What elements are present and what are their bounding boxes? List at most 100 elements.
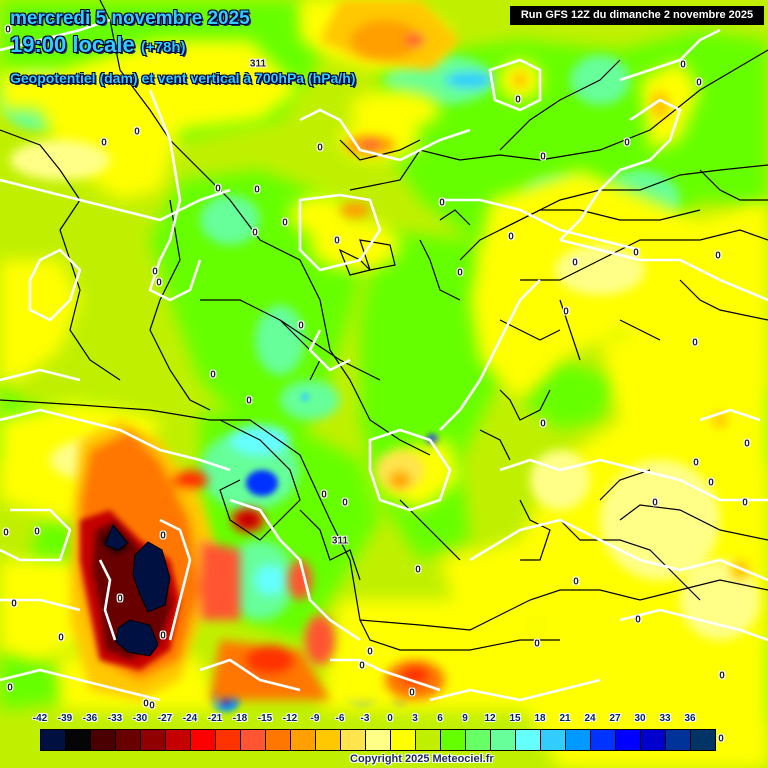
zero-contour-label: 0 bbox=[58, 632, 64, 644]
colorbar-tick-label: 36 bbox=[684, 713, 696, 724]
variable-title: Geopotentiel (dam) et vent vertical à 70… bbox=[10, 70, 356, 86]
zero-contour-label: 0 bbox=[635, 614, 641, 626]
colorbar-tick-label: -36 bbox=[82, 713, 98, 724]
colorbar-swatch bbox=[416, 730, 441, 750]
colorbar-tick-label: 6 bbox=[437, 713, 443, 724]
colorbar-swatch bbox=[391, 730, 416, 750]
colorbar-labels: -42 -39 -36 -33 -30 -27 -24 -21 -18 -15 -12 -9 -6 -3 0… bbox=[33, 713, 740, 727]
colorbar-swatch bbox=[91, 730, 116, 750]
zero-contour-label: 0 bbox=[572, 257, 578, 269]
colorbar-trailing-label: 0 bbox=[718, 733, 724, 745]
colorbar-swatch bbox=[366, 730, 391, 750]
colorbar-swatch bbox=[641, 730, 666, 750]
zero-contour-label: 0 bbox=[298, 320, 304, 332]
colorbar-swatch bbox=[166, 730, 191, 750]
zero-contour-label: 0 bbox=[210, 369, 216, 381]
colorbar-swatch bbox=[316, 730, 341, 750]
zero-contour-label: 0 bbox=[3, 527, 9, 539]
colorbar-swatch bbox=[41, 730, 66, 750]
copyright-text: Copyright 2025 Meteociel.fr bbox=[350, 753, 494, 765]
zero-contour-label: 0 bbox=[708, 477, 714, 489]
colorbar-swatch bbox=[541, 730, 566, 750]
colorbar-swatch bbox=[191, 730, 216, 750]
colorbar-tick-label: 30 bbox=[634, 713, 646, 724]
colorbar-tick-label: -30 bbox=[132, 713, 148, 724]
colorbar-swatch bbox=[341, 730, 366, 750]
zero-contour-label: 0 bbox=[11, 598, 17, 610]
zero-contour-label: 0 bbox=[624, 137, 630, 149]
zero-contour-label: 0 bbox=[246, 395, 252, 407]
zero-contour-label: 0 bbox=[321, 489, 327, 501]
colorbar-tick-label: -21 bbox=[207, 713, 223, 724]
field-navy-cores bbox=[104, 524, 171, 657]
colorbar-tick-label: -6 bbox=[335, 713, 345, 724]
zero-contour-label: 0 bbox=[692, 337, 698, 349]
zero-contour-label: 0 bbox=[160, 630, 166, 642]
zero-contour-label: 0 bbox=[367, 646, 373, 658]
zero-contour-label: 0 bbox=[317, 142, 323, 154]
colorbar-tick-label: -24 bbox=[182, 713, 198, 724]
zero-contour-label: 0 bbox=[652, 497, 658, 509]
colorbar-tick-label: 3 bbox=[412, 713, 418, 724]
zero-contour-label: 0 bbox=[282, 217, 288, 229]
zero-contour-label: 0 bbox=[680, 59, 686, 71]
colorbar-swatch bbox=[291, 730, 316, 750]
zero-contour-label: 0 bbox=[409, 687, 415, 699]
zero-contour-label: 0 bbox=[156, 277, 162, 289]
colorbar-swatch bbox=[566, 730, 591, 750]
zero-contour-label: 0 bbox=[101, 137, 107, 149]
zero-contour-label: 0 bbox=[719, 670, 725, 682]
forecast-time: 19:00 locale (+78h) bbox=[10, 32, 185, 58]
forecast-date: mercredi 5 novembre 2025 bbox=[10, 8, 250, 29]
colorbar-tick-label: 18 bbox=[534, 713, 546, 724]
zero-contour-label: 0 bbox=[715, 250, 721, 262]
zero-contour-label: 0 bbox=[563, 306, 569, 318]
colorbar-tick-label: 0 bbox=[387, 713, 393, 724]
zero-contour-label: 0 bbox=[7, 682, 13, 694]
zero-contour-label: 0 bbox=[117, 593, 123, 605]
colorbar-tick-label: 27 bbox=[609, 713, 621, 724]
zero-contour-label: 0 bbox=[696, 77, 702, 89]
colorbar-swatch bbox=[141, 730, 166, 750]
colorbar-swatch bbox=[666, 730, 691, 750]
zero-contour-label: 0 bbox=[457, 267, 463, 279]
colorbar-swatch bbox=[266, 730, 291, 750]
colorbar bbox=[40, 729, 716, 751]
colorbar-swatch bbox=[66, 730, 91, 750]
colorbar-swatch bbox=[516, 730, 541, 750]
colorbar-swatch bbox=[216, 730, 241, 750]
zero-contour-label: 0 bbox=[252, 227, 258, 239]
colorbar-swatch bbox=[441, 730, 466, 750]
zero-contour-label: 0 bbox=[34, 526, 40, 538]
colorbar-tick-label: -9 bbox=[310, 713, 320, 724]
zero-contour-label: 0 bbox=[134, 126, 140, 138]
colorbar-swatch bbox=[116, 730, 141, 750]
colorbar-tick-label: 24 bbox=[584, 713, 596, 724]
colorbar-swatch bbox=[591, 730, 616, 750]
colorbar-tick-label: 21 bbox=[559, 713, 571, 724]
zero-contour-label: 0 bbox=[143, 698, 149, 710]
zero-contour-label: 0 bbox=[215, 183, 221, 195]
colorbar-swatch bbox=[466, 730, 491, 750]
colorbar-swatch bbox=[691, 730, 715, 750]
zero-contour-label: 0 bbox=[254, 184, 260, 196]
zero-contour-label: 0 bbox=[508, 231, 514, 243]
zero-contour-label: 0 bbox=[515, 94, 521, 106]
forecast-time-label: 19:00 locale bbox=[10, 32, 135, 57]
colorbar-tick-label: -12 bbox=[282, 713, 298, 724]
colorbar-swatch bbox=[616, 730, 641, 750]
zero-contour-label: 0 bbox=[160, 530, 166, 542]
zero-contour-label: 0 bbox=[540, 418, 546, 430]
colorbar-tick-label: -15 bbox=[257, 713, 273, 724]
colorbar-tick-label: -18 bbox=[232, 713, 248, 724]
forecast-lead-time: (+78h) bbox=[140, 39, 186, 56]
zero-contour-label: 0 bbox=[540, 151, 546, 163]
zero-contour-lines bbox=[0, 18, 768, 702]
zero-contour-label: 0 bbox=[693, 457, 699, 469]
zero-contour-label: 0 bbox=[742, 497, 748, 509]
geopotential-label-311-top: 311 bbox=[249, 58, 267, 70]
model-run-info: Run GFS 12Z du dimanche 2 novembre 2025 bbox=[510, 6, 764, 25]
colorbar-tick-label: 9 bbox=[462, 713, 468, 724]
colorbar-tick-label: -39 bbox=[57, 713, 73, 724]
